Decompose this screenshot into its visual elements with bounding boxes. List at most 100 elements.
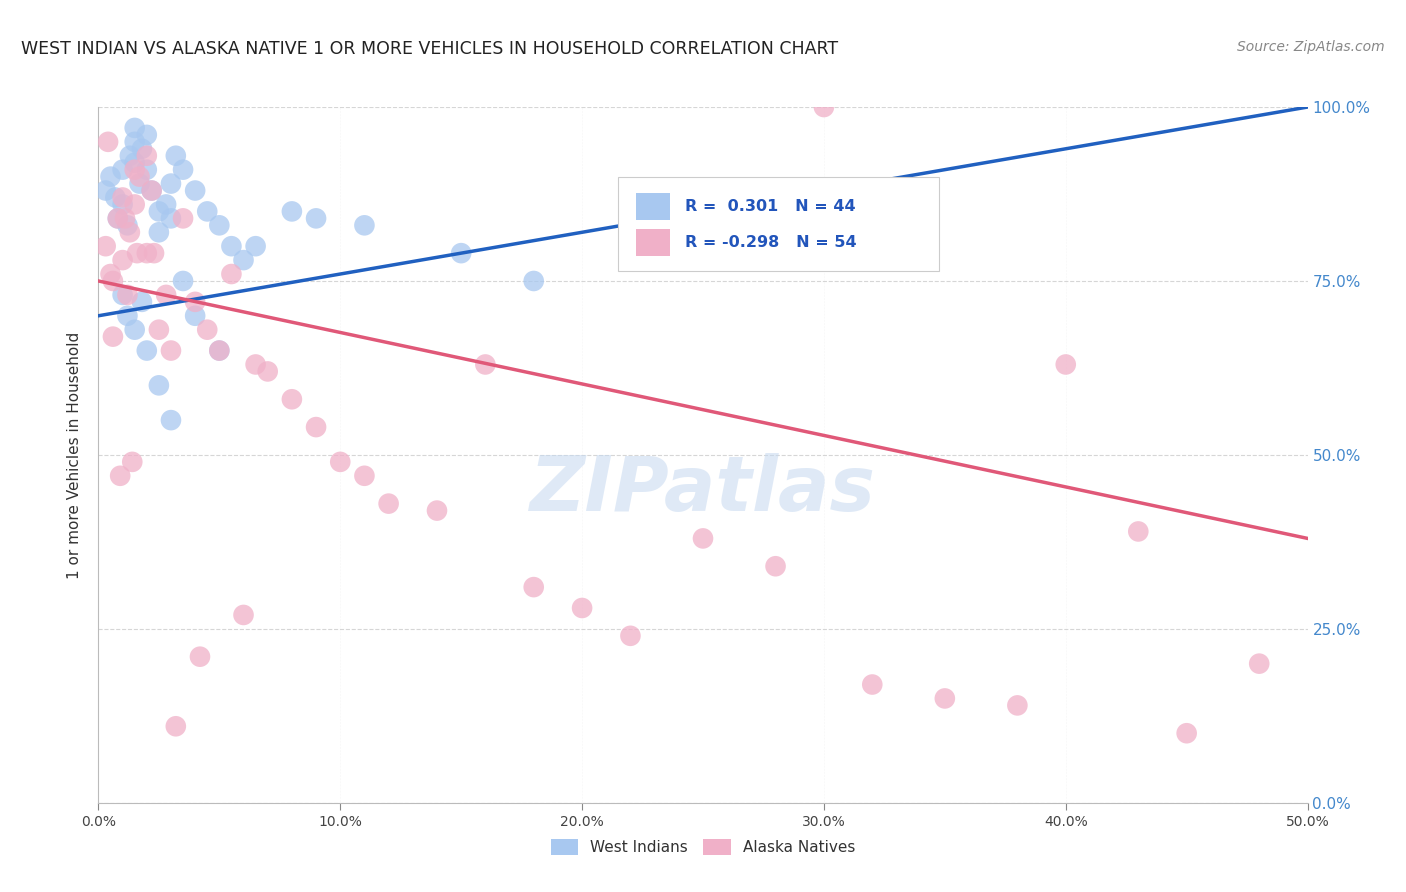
- Point: [934, 691, 956, 706]
- Point: [148, 378, 170, 392]
- Point: [172, 211, 194, 226]
- Point: [135, 343, 157, 358]
- Point: [117, 219, 139, 233]
- Bar: [637, 229, 671, 256]
- Point: [148, 225, 170, 239]
- Text: Source: ZipAtlas.com: Source: ZipAtlas.com: [1237, 40, 1385, 54]
- Y-axis label: 1 or more Vehicles in Household: 1 or more Vehicles in Household: [67, 331, 83, 579]
- Point: [184, 309, 207, 323]
- Point: [100, 169, 122, 184]
- Point: [100, 267, 122, 281]
- Point: [131, 142, 153, 156]
- Point: [208, 343, 231, 358]
- Point: [124, 155, 146, 169]
- Point: [111, 162, 134, 177]
- Point: [245, 358, 267, 372]
- Point: [124, 162, 146, 177]
- Point: [523, 274, 546, 288]
- Point: [108, 468, 131, 483]
- Point: [765, 559, 787, 574]
- Point: [195, 323, 218, 337]
- Point: [165, 719, 187, 733]
- Point: [1007, 698, 1029, 713]
- Point: [221, 267, 243, 281]
- Point: [1249, 657, 1271, 671]
- Point: [143, 246, 166, 260]
- Point: [329, 455, 352, 469]
- Point: [523, 580, 546, 594]
- Point: [188, 649, 211, 664]
- Point: [1054, 358, 1077, 372]
- Point: [281, 392, 304, 407]
- Point: [155, 288, 177, 302]
- Point: [305, 211, 328, 226]
- Point: [117, 288, 139, 302]
- Point: [160, 343, 183, 358]
- Point: [1175, 726, 1198, 740]
- Point: [148, 323, 170, 337]
- Point: [128, 177, 150, 191]
- Legend: West Indians, Alaska Natives: West Indians, Alaska Natives: [544, 833, 862, 862]
- Point: [208, 219, 231, 233]
- Point: [232, 253, 254, 268]
- Point: [450, 246, 472, 260]
- Point: [97, 135, 120, 149]
- Point: [160, 177, 183, 191]
- Point: [114, 211, 136, 226]
- Point: [101, 329, 124, 343]
- Point: [172, 274, 194, 288]
- Point: [232, 607, 254, 622]
- FancyBboxPatch shape: [619, 177, 939, 270]
- Text: R =  0.301   N = 44: R = 0.301 N = 44: [685, 199, 855, 214]
- Point: [124, 120, 146, 135]
- Text: WEST INDIAN VS ALASKA NATIVE 1 OR MORE VEHICLES IN HOUSEHOLD CORRELATION CHART: WEST INDIAN VS ALASKA NATIVE 1 OR MORE V…: [21, 40, 838, 58]
- Point: [121, 455, 143, 469]
- Point: [111, 190, 134, 204]
- Point: [160, 211, 183, 226]
- Point: [813, 100, 835, 114]
- Point: [860, 677, 883, 691]
- Point: [141, 184, 163, 198]
- Point: [474, 358, 496, 372]
- Point: [117, 309, 139, 323]
- Point: [131, 294, 153, 309]
- Point: [111, 288, 134, 302]
- Point: [619, 629, 641, 643]
- Point: [160, 413, 183, 427]
- Point: [353, 219, 375, 233]
- Point: [124, 135, 146, 149]
- Point: [128, 169, 150, 184]
- Point: [221, 239, 243, 253]
- Point: [135, 246, 157, 260]
- Point: [118, 225, 141, 239]
- Point: [118, 149, 141, 163]
- Point: [426, 503, 449, 517]
- Point: [353, 468, 375, 483]
- Point: [111, 253, 134, 268]
- Point: [94, 239, 117, 253]
- Point: [184, 294, 207, 309]
- Point: [281, 204, 304, 219]
- Point: [377, 497, 399, 511]
- Point: [165, 149, 187, 163]
- Point: [124, 323, 146, 337]
- Point: [195, 204, 218, 219]
- Point: [571, 601, 593, 615]
- Point: [148, 204, 170, 219]
- Point: [184, 184, 207, 198]
- Point: [94, 184, 117, 198]
- Point: [107, 211, 129, 226]
- Point: [135, 162, 157, 177]
- Point: [155, 197, 177, 211]
- Point: [111, 197, 134, 211]
- Point: [208, 343, 231, 358]
- Point: [172, 162, 194, 177]
- Point: [135, 128, 157, 142]
- Point: [1128, 524, 1150, 539]
- Point: [124, 197, 146, 211]
- Point: [127, 246, 149, 260]
- Bar: [637, 194, 671, 219]
- Point: [141, 184, 163, 198]
- Text: ZIPatlas: ZIPatlas: [530, 453, 876, 526]
- Point: [104, 190, 127, 204]
